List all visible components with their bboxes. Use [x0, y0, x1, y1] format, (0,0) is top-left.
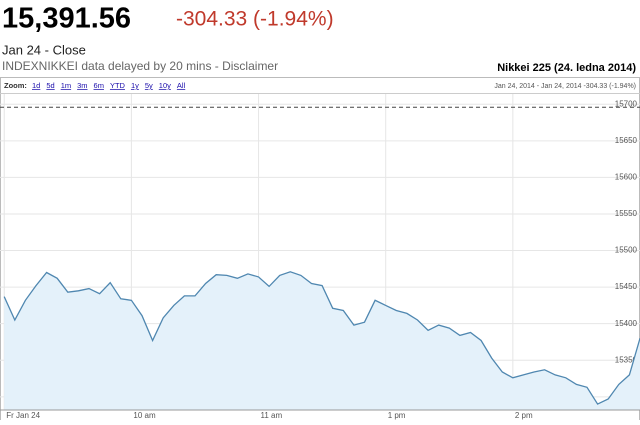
range-summary: Jan 24, 2014 - Jan 24, 2014 -304.33 (-1.…: [494, 83, 636, 90]
price-change: -304.33 (-1.94%): [176, 8, 334, 31]
zoom-option[interactable]: 3m: [77, 81, 87, 90]
plot-area: 1530015350154001545015500155501560015650…: [0, 94, 640, 420]
y-tick-label: 15350: [615, 355, 638, 364]
y-tick-label: 15450: [615, 282, 638, 291]
y-tick-label: 15650: [615, 136, 638, 145]
zoom-option[interactable]: 1y: [131, 81, 139, 90]
y-tick-label: 15550: [615, 209, 638, 218]
x-tick-label: 1 pm: [388, 411, 406, 420]
y-tick-label: 15600: [615, 172, 638, 181]
zoom-option[interactable]: 5y: [145, 81, 153, 90]
y-tick-label: 15400: [615, 319, 638, 328]
zoom-option[interactable]: All: [177, 81, 186, 90]
zoom-options: 1d 5d 1m 3m 6m YTD 1y 5y 10y All: [32, 81, 186, 90]
zoom-option[interactable]: YTD: [110, 81, 126, 90]
x-tick-label: 10 am: [133, 411, 156, 420]
x-tick-label: 11 am: [261, 411, 283, 420]
chart-title: Nikkei 225 (24. ledna 2014): [497, 62, 636, 74]
y-tick-label: 15700: [615, 99, 638, 108]
zoom-option[interactable]: 6m: [94, 81, 104, 90]
zoom-option[interactable]: 1m: [61, 81, 71, 90]
y-tick-label: 15500: [615, 246, 638, 255]
zoom-option[interactable]: 1d: [32, 81, 40, 90]
zoom-label: Zoom:: [4, 81, 27, 90]
close-date: Jan 24 - Close: [2, 42, 86, 57]
price: 15,391.56: [2, 3, 131, 35]
source-note: INDEXNIKKEI data delayed by 20 mins - Di…: [2, 59, 278, 73]
x-tick-label: 2 pm: [515, 411, 533, 420]
area-fill: [4, 271, 640, 410]
price-line: [3, 271, 640, 405]
zoom-option[interactable]: 5d: [46, 81, 54, 90]
x-tick-label: Fr Jan 24: [6, 411, 40, 420]
zoom-option[interactable]: 10y: [159, 81, 171, 90]
